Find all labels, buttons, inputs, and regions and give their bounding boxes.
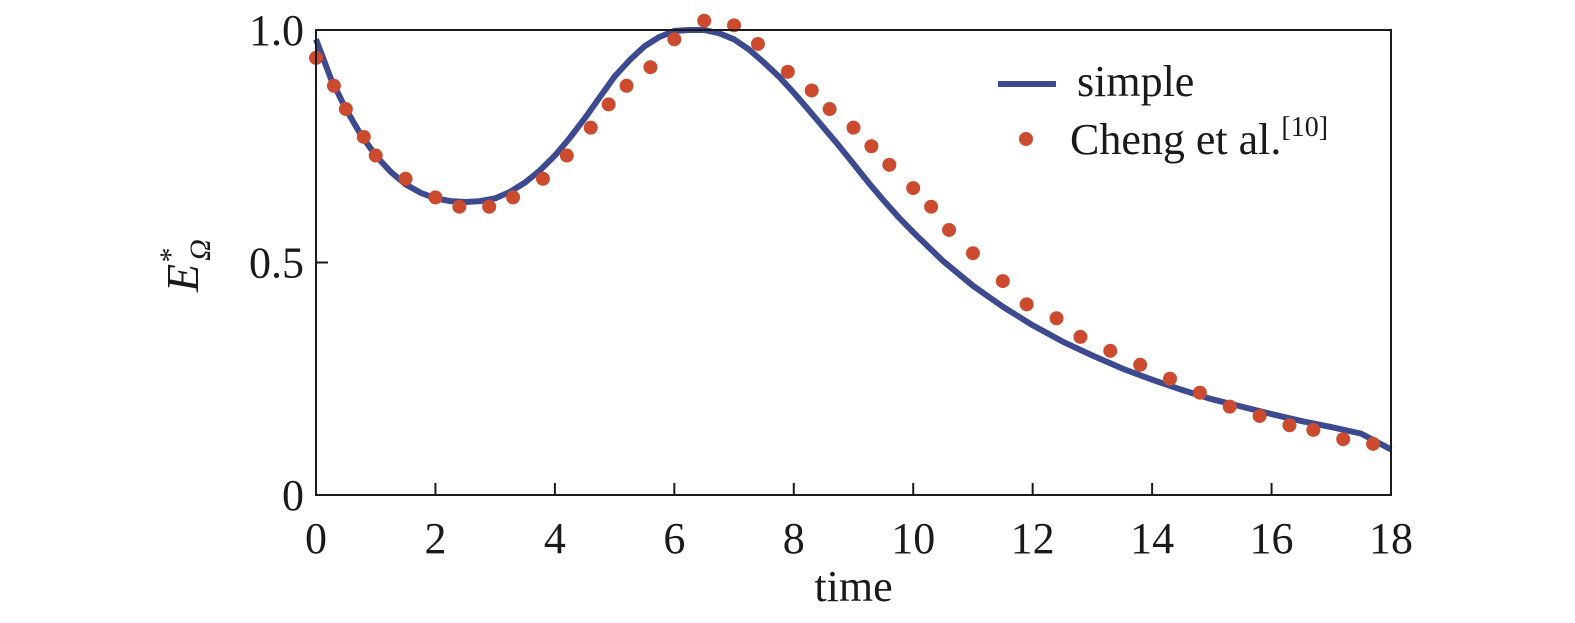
y-tick-label: 1.0: [249, 6, 304, 55]
x-tick-label: 2: [424, 514, 446, 563]
data-point-cheng: [822, 102, 837, 117]
data-point-cheng: [643, 60, 658, 75]
x-tick-label: 10: [891, 514, 935, 563]
data-point-cheng: [780, 64, 795, 79]
plot-frame: [315, 29, 1392, 496]
data-point-cheng: [1306, 422, 1321, 437]
data-point-cheng: [506, 190, 521, 205]
y-axis-label: E*Ω: [154, 239, 217, 293]
data-point-cheng: [356, 129, 371, 144]
data-point-cheng: [619, 78, 634, 93]
data-point-cheng: [750, 36, 765, 51]
data-point-cheng: [1192, 385, 1207, 400]
x-tick-label: 6: [663, 514, 685, 563]
data-point-cheng: [1019, 297, 1034, 312]
legend-label-cheng: Cheng et al.[10]: [1070, 112, 1328, 164]
chart-marks: [309, 13, 1393, 453]
data-point-cheng: [864, 139, 879, 154]
data-point-cheng: [1103, 343, 1118, 358]
data-point-cheng: [924, 199, 939, 214]
data-point-cheng: [995, 274, 1010, 289]
series-line-simple: [313, 27, 1393, 453]
x-tick-label: 4: [544, 514, 566, 563]
x-tick-label: 18: [1369, 514, 1413, 563]
data-point-cheng: [906, 181, 921, 196]
x-tick-label: 8: [783, 514, 805, 563]
data-point-cheng: [1252, 408, 1267, 423]
legend: simple Cheng et al.[10]: [998, 57, 1328, 164]
legend-label-simple: simple: [1077, 57, 1194, 106]
data-point-cheng: [1133, 357, 1148, 372]
data-point-cheng: [559, 148, 574, 163]
x-tick-label: 14: [1130, 514, 1174, 563]
data-point-cheng: [338, 102, 353, 117]
data-point-cheng: [965, 246, 980, 261]
data-point-cheng: [1163, 371, 1178, 386]
data-point-cheng: [368, 148, 383, 163]
axis-ticks: 0 2 4 6 8 10 12 14 16 18 0 0.5 1.0: [249, 6, 1413, 563]
data-point-cheng: [1282, 418, 1297, 433]
x-tick-label: 0: [305, 514, 327, 563]
data-point-cheng: [583, 120, 598, 135]
data-point-cheng: [1049, 311, 1064, 326]
legend-label-cheng-name: Cheng et al.: [1070, 115, 1281, 164]
data-point-cheng: [428, 190, 443, 205]
y-label-superscript: *: [154, 249, 187, 264]
data-point-cheng: [697, 13, 712, 28]
data-point-cheng: [667, 32, 682, 47]
data-point-cheng: [942, 222, 957, 237]
data-point-cheng: [727, 18, 742, 33]
data-point-cheng: [535, 171, 550, 186]
legend-label-cheng-ref: [10]: [1281, 112, 1328, 143]
data-point-cheng: [846, 120, 861, 135]
y-label-base-text: E: [157, 264, 208, 293]
y-tick-label: 0.5: [249, 239, 304, 288]
x-tick-label: 12: [1011, 514, 1055, 563]
data-point-cheng: [1366, 436, 1381, 451]
x-axis-label: time: [814, 562, 892, 611]
data-point-cheng: [482, 199, 497, 214]
data-point-cheng: [1222, 399, 1237, 414]
data-point-cheng: [452, 199, 467, 214]
y-label-subscript: Ω: [184, 239, 217, 261]
data-point-cheng: [1336, 432, 1351, 447]
x-tick-label: 16: [1250, 514, 1294, 563]
data-point-cheng: [882, 157, 897, 172]
data-point-cheng: [1073, 329, 1088, 344]
data-point-cheng: [601, 97, 616, 112]
y-axis-label-base: E*Ω: [154, 239, 217, 293]
legend-dot-swatch: [1019, 132, 1033, 146]
data-point-cheng: [326, 78, 341, 93]
y-tick-label: 0: [282, 471, 304, 520]
data-point-cheng: [804, 83, 819, 98]
data-point-cheng: [398, 171, 413, 186]
